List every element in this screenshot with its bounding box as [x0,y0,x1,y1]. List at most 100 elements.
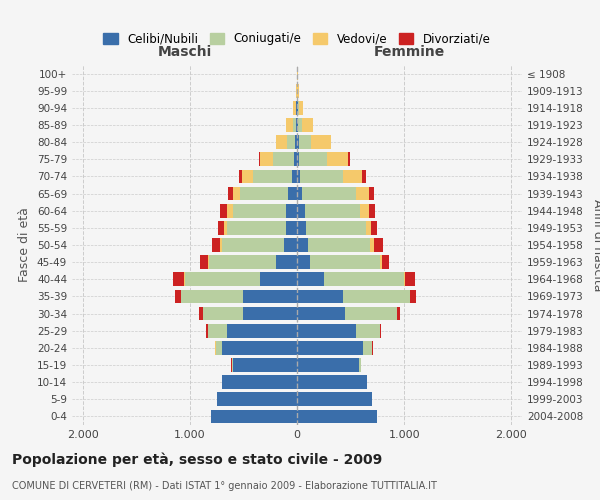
Bar [302,118,313,132]
Bar [240,186,289,200]
Bar [297,392,372,406]
Bar [244,306,297,320]
Bar [227,221,286,234]
Bar [284,238,297,252]
Bar [362,170,365,183]
Bar [175,290,181,304]
Bar [343,170,362,183]
Bar [232,358,233,372]
Text: COMUNE DI CERVETERI (RM) - Dati ISTAT 1° gennaio 2009 - Elaborazione TUTTITALIA.: COMUNE DI CERVETERI (RM) - Dati ISTAT 1°… [12,481,437,491]
Bar [292,170,297,183]
Bar [181,290,244,304]
Bar [297,341,364,354]
Bar [297,204,305,218]
Bar [212,238,220,252]
Text: Femmine: Femmine [374,45,445,59]
Bar [297,256,310,269]
Bar [286,204,297,218]
Bar [233,358,297,372]
Bar [397,306,400,320]
Bar [259,152,260,166]
Bar [371,221,377,234]
Bar [410,290,416,304]
Bar [297,324,356,338]
Bar [297,170,300,183]
Bar [220,238,222,252]
Bar [295,136,297,149]
Bar [286,118,293,132]
Bar [208,256,209,269]
Bar [300,170,343,183]
Bar [200,256,208,269]
Bar [305,221,365,234]
Bar [289,186,297,200]
Bar [297,290,343,304]
Y-axis label: Fasce di età: Fasce di età [19,208,31,282]
Bar [203,306,244,320]
Bar [185,272,260,286]
Bar [222,238,284,252]
Bar [233,186,240,200]
Bar [297,238,308,252]
Bar [299,152,327,166]
Bar [273,152,295,166]
Bar [382,256,389,269]
Bar [227,204,233,218]
Bar [356,186,369,200]
Bar [298,118,302,132]
Bar [287,136,295,149]
Bar [370,238,374,252]
Bar [297,410,377,424]
Bar [297,152,299,166]
Bar [297,306,345,320]
Bar [356,324,380,338]
Bar [222,341,297,354]
Bar [296,118,297,132]
Bar [275,256,297,269]
Bar [345,306,397,320]
Bar [405,272,415,286]
Y-axis label: Anni di nascita: Anni di nascita [592,198,600,291]
Bar [380,324,381,338]
Text: Popolazione per età, sesso e stato civile - 2009: Popolazione per età, sesso e stato civil… [12,452,382,467]
Bar [359,358,361,372]
Bar [305,204,360,218]
Bar [380,256,382,269]
Bar [244,290,297,304]
Bar [295,152,297,166]
Bar [215,341,222,354]
Bar [242,170,253,183]
Bar [260,272,297,286]
Bar [298,101,299,114]
Bar [222,376,297,389]
Bar [276,136,287,149]
Bar [206,324,208,338]
Legend: Celibi/Nubili, Coniugati/e, Vedovi/e, Divorziati/e: Celibi/Nubili, Coniugati/e, Vedovi/e, Di… [98,28,496,50]
Bar [297,186,302,200]
Bar [220,204,227,218]
Bar [293,101,296,114]
Bar [311,136,331,149]
Bar [239,170,242,183]
Bar [302,186,356,200]
Bar [229,186,233,200]
Bar [297,118,298,132]
Bar [286,221,297,234]
Bar [293,118,296,132]
Bar [299,136,311,149]
Bar [374,238,383,252]
Bar [260,152,273,166]
Bar [233,204,286,218]
Bar [310,256,380,269]
Bar [224,221,227,234]
Bar [199,306,203,320]
Bar [404,272,405,286]
Bar [297,272,324,286]
Bar [369,204,375,218]
Bar [209,256,275,269]
Bar [227,324,297,338]
Bar [369,186,374,200]
Bar [343,290,409,304]
Bar [297,376,367,389]
Bar [297,358,359,372]
